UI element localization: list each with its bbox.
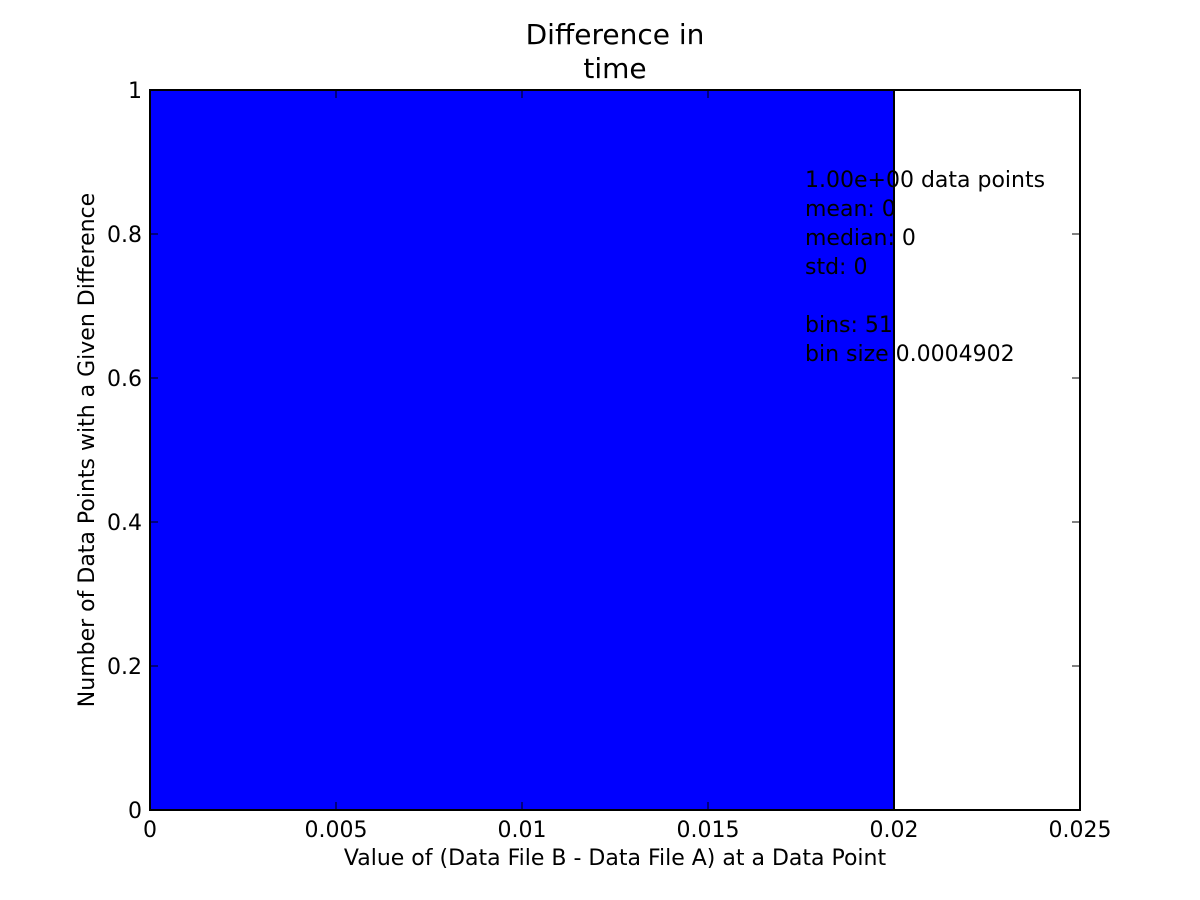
- stats-annotation-line-2: median: 0: [805, 226, 916, 251]
- x-tick-label-3: 0.015: [677, 818, 740, 843]
- y-axis-label: Number of Data Points with a Given Diffe…: [75, 193, 100, 707]
- x-tick-label-0: 0: [143, 818, 157, 843]
- y-tick-label-1: 0.2: [107, 655, 142, 680]
- y-tick-label-4: 0.8: [107, 223, 142, 248]
- bars-layer: [149, 89, 895, 811]
- x-tick-label-1: 0.005: [305, 818, 368, 843]
- stats-annotation: 1.00e+00 data points mean: 0 median: 0 std:…: [805, 168, 1045, 367]
- stats-annotation-line-3: std: 0: [805, 255, 867, 280]
- histogram-bar-0: [149, 89, 895, 811]
- y-tick-label-3: 0.6: [107, 367, 142, 392]
- y-tick-label-5: 1: [128, 79, 142, 104]
- x-tick-label-2: 0.01: [498, 818, 547, 843]
- x-axis-label: Value of (Data File B - Data File A) at …: [344, 846, 887, 871]
- x-tick-label-4: 0.02: [870, 818, 919, 843]
- stats-annotation-line-0: 1.00e+00 data points: [805, 168, 1045, 193]
- chart-title-line-1: Difference in: [526, 18, 705, 51]
- x-tick-label-5: 0.025: [1049, 818, 1112, 843]
- plot-frame: [149, 89, 1081, 811]
- stats-annotation-line-5: bins: 51: [805, 313, 893, 338]
- tick-labels-layer: 0 0.005 0.01 0.015 0.02 0.025 0 0.2 0.4 0.6 0.8 1: [107, 79, 1111, 843]
- y-tick-label-2: 0.4: [107, 511, 142, 536]
- chart-title-line-2: time: [583, 52, 646, 85]
- stats-annotation-line-6: bin size 0.0004902: [805, 342, 1015, 367]
- stats-annotation-line-1: mean: 0: [805, 197, 896, 222]
- y-tick-label-0: 0: [128, 799, 142, 824]
